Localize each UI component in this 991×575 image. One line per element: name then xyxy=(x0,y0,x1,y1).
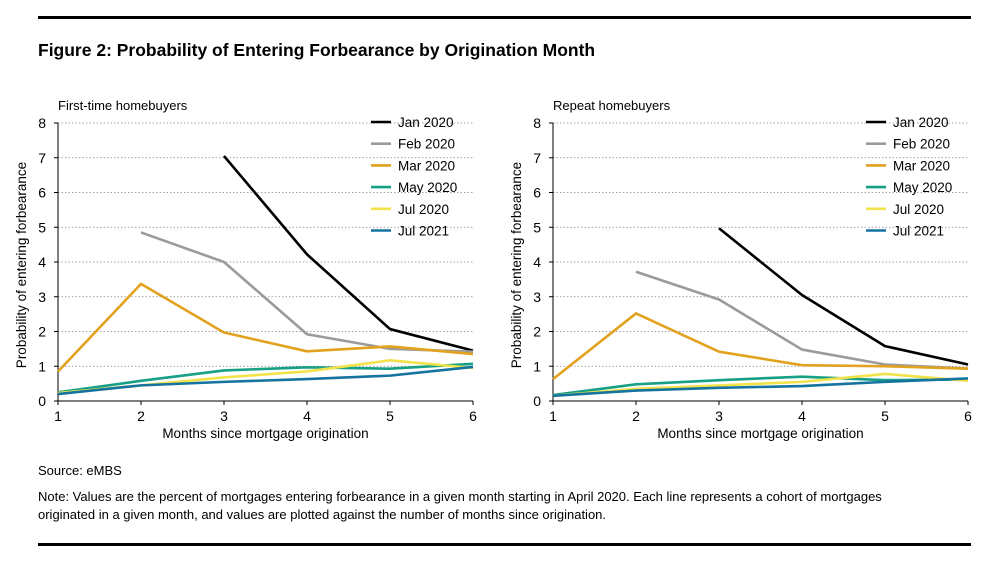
legend-label: Jul 2020 xyxy=(398,202,449,217)
y-tick-label: 2 xyxy=(533,324,541,340)
series-line-jul-2021 xyxy=(57,365,474,396)
y-tick-label: 7 xyxy=(38,150,46,166)
y-tick-label: 5 xyxy=(38,219,46,235)
y-tick-label: 1 xyxy=(38,358,46,374)
x-tick-label: 2 xyxy=(137,408,145,424)
x-tick-label: 6 xyxy=(469,408,477,424)
legend: Jan 2020 Feb 2020 Mar 2020 May 2020 Jul 2020… xyxy=(371,115,457,239)
y-tick-label: 4 xyxy=(533,254,541,270)
y-tick-label: 4 xyxy=(38,254,46,270)
figure-title: Figure 2: Probability of Entering Forbea… xyxy=(38,40,596,60)
y-tick-label: 1 xyxy=(533,358,541,374)
x-tick-label: 3 xyxy=(715,408,723,424)
series-line-mar-2020 xyxy=(552,312,969,381)
y-tick-label: 0 xyxy=(38,393,46,409)
x-tick-label: 1 xyxy=(549,408,557,424)
y-tick-label: 6 xyxy=(533,185,541,201)
source-text: Source: eMBS xyxy=(38,463,122,478)
note-text: Note: Values are the percent of mortgage… xyxy=(38,489,882,522)
panel-title: First-time homebuyers xyxy=(58,98,188,113)
bottom-rule xyxy=(38,543,971,546)
x-tick-label: 2 xyxy=(632,408,640,424)
series-line-jul-2021 xyxy=(552,377,969,398)
series-line-may-2020 xyxy=(57,362,474,394)
y-tick-label: 3 xyxy=(533,289,541,305)
x-tick-label: 6 xyxy=(964,408,972,424)
series-line-feb-2020 xyxy=(140,231,474,353)
legend-label: Jul 2021 xyxy=(398,224,449,239)
x-tick-label: 3 xyxy=(220,408,228,424)
y-tick-label: 5 xyxy=(533,219,541,235)
legend-label: May 2020 xyxy=(398,180,457,195)
series-line-jan-2020 xyxy=(718,227,969,366)
top-rule xyxy=(38,16,971,19)
series-line-jul-2020 xyxy=(552,372,969,398)
legend-label: Feb 2020 xyxy=(893,137,950,152)
y-tick-label: 7 xyxy=(533,150,541,166)
legend-label: Jul 2021 xyxy=(893,224,944,239)
x-tick-label: 4 xyxy=(798,408,806,424)
x-tick-label: 5 xyxy=(386,408,394,424)
y-tick-label: 2 xyxy=(38,324,46,340)
y-tick-label: 6 xyxy=(38,185,46,201)
legend: Jan 2020 Feb 2020 Mar 2020 May 2020 Jul 2020… xyxy=(866,115,952,239)
y-tick-label: 0 xyxy=(533,393,541,409)
legend-label: Jul 2020 xyxy=(893,202,944,217)
y-axis-label: Probability of entering forbearance xyxy=(509,162,524,368)
y-axis-label: Probability of entering forbearance xyxy=(14,162,29,368)
legend-label: Mar 2020 xyxy=(398,158,455,173)
legend-label: May 2020 xyxy=(893,180,952,195)
x-axis-label: Months since mortgage origination xyxy=(162,426,368,441)
legend-label: Jan 2020 xyxy=(398,115,454,130)
y-tick-label: 3 xyxy=(38,289,46,305)
legend-label: Mar 2020 xyxy=(893,158,950,173)
x-tick-label: 5 xyxy=(881,408,889,424)
legend-label: Feb 2020 xyxy=(398,137,455,152)
series-line-mar-2020 xyxy=(57,282,474,373)
y-tick-label: 8 xyxy=(533,115,541,131)
x-axis-label: Months since mortgage origination xyxy=(657,426,863,441)
x-tick-label: 1 xyxy=(54,408,62,424)
y-tick-label: 8 xyxy=(38,115,46,131)
panel-title: Repeat homebuyers xyxy=(553,98,671,113)
x-tick-label: 4 xyxy=(303,408,311,424)
series-line-jan-2020 xyxy=(223,155,474,352)
legend-label: Jan 2020 xyxy=(893,115,949,130)
